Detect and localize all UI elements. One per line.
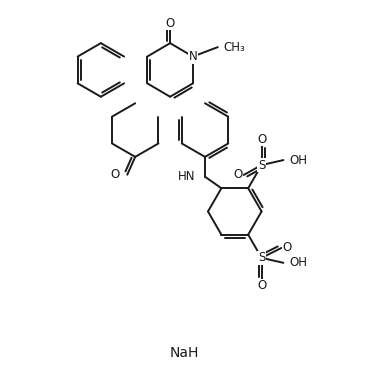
Text: O: O xyxy=(257,279,266,292)
Text: O: O xyxy=(166,17,175,30)
Text: HN: HN xyxy=(178,170,195,183)
Text: NaH: NaH xyxy=(169,346,199,360)
Text: O: O xyxy=(233,168,243,181)
Text: OH: OH xyxy=(289,256,307,269)
Text: O: O xyxy=(110,168,119,181)
Text: O: O xyxy=(283,242,292,254)
Text: S: S xyxy=(258,251,265,265)
Text: S: S xyxy=(258,159,265,172)
Text: OH: OH xyxy=(289,154,307,166)
Text: N: N xyxy=(188,50,197,63)
Text: O: O xyxy=(257,133,266,146)
Text: CH₃: CH₃ xyxy=(224,40,245,54)
